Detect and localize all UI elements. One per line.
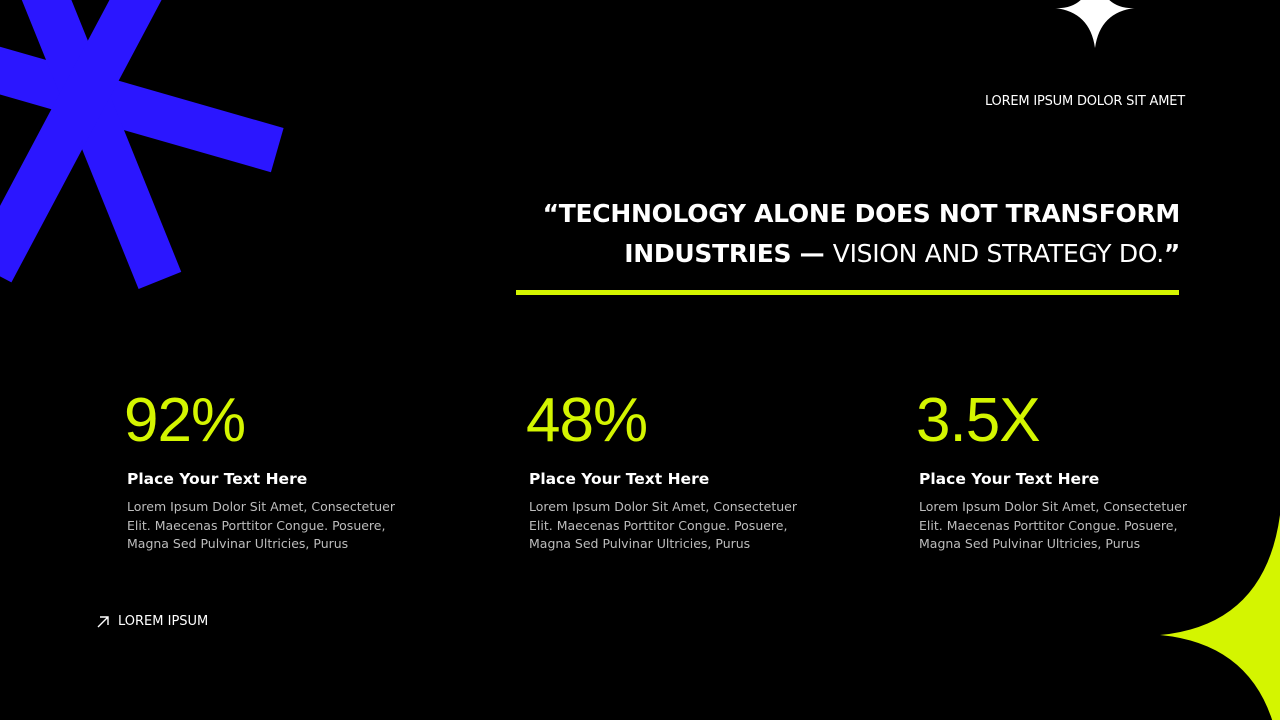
- quote-close: ”: [1163, 239, 1180, 268]
- footer-link-text[interactable]: LOREM IPSUM: [118, 614, 209, 629]
- header-label: LOREM IPSUM DOLOR SIT AMET: [984, 94, 1185, 109]
- stat-heading: Place Your Text Here: [529, 470, 710, 488]
- stat-value: 48%: [526, 386, 648, 455]
- footer-link[interactable]: LOREM IPSUM: [96, 614, 208, 629]
- quote-bold: “TECHNOLOGY ALONE DOES NOT TRANSFORM IND…: [542, 199, 1181, 268]
- stat: 3.5X Place Your Text Here Lorem Ipsum Do…: [916, 388, 1216, 554]
- stat-value: 3.5X: [916, 386, 1041, 455]
- stat-heading: Place Your Text Here: [919, 470, 1100, 488]
- asterisk: [0, 0, 284, 290]
- stat-body: Lorem Ipsum Dolor Sit Amet, Consectetuer…: [529, 499, 797, 551]
- quote-light: VISION AND STRATEGY DO.: [832, 239, 1164, 268]
- quote: “TECHNOLOGY ALONE DOES NOT TRANSFORM IND…: [540, 194, 1181, 274]
- stat: 92% Place Your Text Here Lorem Ipsum Dol…: [124, 388, 424, 554]
- stat: 48% Place Your Text Here Lorem Ipsum Dol…: [526, 388, 826, 554]
- arrow-icon: [97, 615, 109, 627]
- stat-body: Lorem Ipsum Dolor Sit Amet, Consectetuer…: [127, 499, 395, 551]
- stat-value: 92%: [124, 386, 246, 455]
- stat-body: Lorem Ipsum Dolor Sit Amet, Consectetuer…: [919, 499, 1187, 551]
- accent-rule: [516, 290, 1179, 295]
- lime-star: [1160, 515, 1280, 720]
- white-star: [1055, 0, 1135, 48]
- stat-heading: Place Your Text Here: [127, 470, 308, 488]
